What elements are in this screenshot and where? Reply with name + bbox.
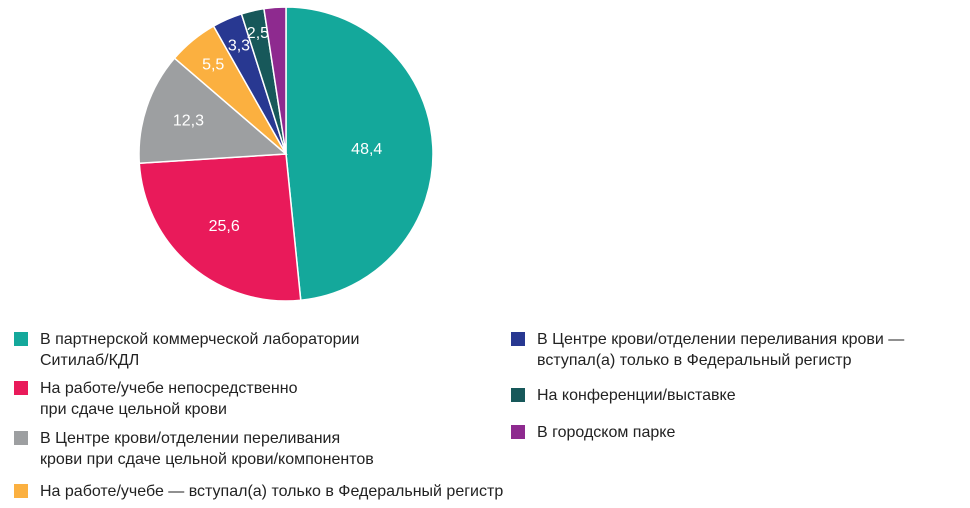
legend-label: В Центре крови/отделении переливания кров… bbox=[40, 428, 374, 470]
data-label-blood-center-registry: 3,3 bbox=[228, 37, 250, 54]
legend-label: В партнерской коммерческой лаборатории Си… bbox=[40, 329, 359, 371]
legend-item-blood-center-registry: В Центре крови/отделении переливания кро… bbox=[511, 329, 904, 371]
legend-label: В Центре крови/отделении переливания кро… bbox=[537, 329, 904, 371]
legend-label-line: В городском парке bbox=[537, 424, 676, 441]
legend-label-line: Ситилаб/КДЛ bbox=[40, 352, 140, 369]
slice-partner-lab bbox=[285, 6, 434, 302]
pie-chart: 48,4 25,6 12,3 5,53,32,5 bbox=[138, 6, 434, 302]
slice-work-study-whole-blood bbox=[138, 153, 302, 302]
legend-label: На работе/учебе непосредственно при сдаче… bbox=[40, 378, 297, 420]
legend-item-work-study-whole-blood: На работе/учебе непосредственно при сдаче… bbox=[14, 378, 297, 420]
data-label-work-study-registry: 5,5 bbox=[202, 57, 224, 74]
legend-swatch bbox=[14, 332, 28, 346]
legend-item-blood-center-components: В Центре крови/отделении переливания кров… bbox=[14, 428, 374, 470]
legend-swatch bbox=[14, 431, 28, 445]
legend-swatch bbox=[511, 425, 525, 439]
data-label-blood-center-components: 12,3 bbox=[173, 112, 204, 129]
slice-blood-center-components bbox=[138, 57, 288, 165]
legend-label-line: при сдаче цельной крови bbox=[40, 401, 227, 418]
legend-item-work-study-registry: На работе/учебе — вступал(а) только в Фе… bbox=[14, 481, 503, 502]
legend-item-city-park: В городском парке bbox=[511, 422, 675, 443]
data-label-work-study-whole-blood: 25,6 bbox=[209, 218, 240, 235]
legend-label-line: В Центре крови/отделении переливания bbox=[40, 430, 341, 447]
legend-swatch bbox=[14, 381, 28, 395]
legend-swatch bbox=[14, 484, 28, 498]
legend-label: На работе/учебе — вступал(а) только в Фе… bbox=[40, 481, 503, 502]
legend-label: В городском парке bbox=[537, 422, 675, 443]
legend-swatch bbox=[511, 388, 525, 402]
legend-swatch bbox=[511, 332, 525, 346]
legend-item-partner-lab: В партнерской коммерческой лаборатории Си… bbox=[14, 329, 359, 371]
legend-label-line: На конференции/выставке bbox=[537, 387, 736, 404]
data-label-conference: 2,5 bbox=[247, 25, 269, 42]
legend-label-line: В Центре крови/отделении переливания кро… bbox=[537, 331, 905, 348]
legend-label-line: На работе/учебе — вступал(а) только в Фе… bbox=[40, 483, 504, 500]
legend-label-line: крови при сдаче цельной крови/компоненто… bbox=[40, 451, 374, 468]
legend-label: На конференции/выставке bbox=[537, 385, 736, 406]
slice-city-park bbox=[263, 6, 287, 155]
data-label-partner-lab: 48,4 bbox=[351, 141, 382, 158]
legend-item-conference: На конференции/выставке bbox=[511, 385, 736, 406]
legend-label-line: На работе/учебе непосредственно bbox=[40, 380, 298, 397]
legend-label-line: вступал(а) только в Федеральный регистр bbox=[537, 352, 852, 369]
legend-label-line: В партнерской коммерческой лаборатории bbox=[40, 331, 360, 348]
